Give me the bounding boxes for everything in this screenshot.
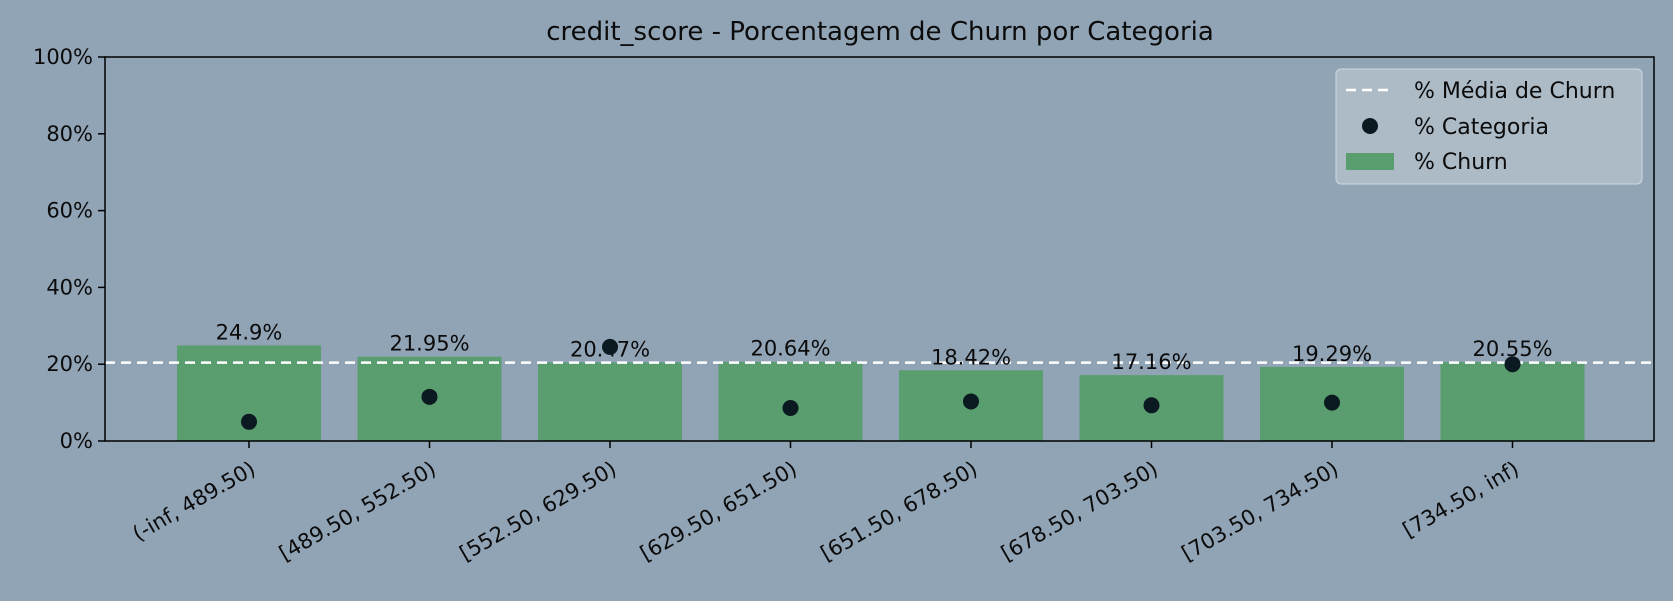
- y-tick-label: 100%: [33, 45, 93, 69]
- bar-value-label: 17.16%: [1111, 350, 1191, 374]
- category-point: [782, 399, 799, 416]
- legend: % Média de Churn % Categoria % Churn: [1335, 68, 1643, 185]
- x-tick-label: [552.50, 629.50): [455, 457, 620, 566]
- x-tick-label: [703.50, 734.50): [1177, 457, 1342, 566]
- category-point: [241, 413, 257, 430]
- y-tick-label: 40%: [46, 275, 93, 299]
- category-point: [1324, 394, 1340, 411]
- bar: [1440, 362, 1585, 441]
- bar-value-label: 20.64%: [750, 337, 830, 361]
- bar-value-label: 18.42%: [931, 345, 1011, 369]
- category-point: [602, 338, 618, 355]
- axes-frame: [104, 56, 1655, 442]
- y-tick-label: 0%: [60, 429, 93, 453]
- legend-swatch-category: [1362, 118, 1378, 134]
- category-point: [421, 388, 438, 405]
- legend-box: [1335, 68, 1643, 185]
- bar-value-label: 19.29%: [1292, 342, 1372, 366]
- legend-label: % Categoria: [1414, 115, 1549, 140]
- bar-value-label: 24.9%: [216, 320, 283, 344]
- y-tick-label: 60%: [46, 199, 93, 223]
- x-tick-label: [734.50, inf): [1399, 457, 1523, 543]
- x-tick-label: [651.50, 678.50): [816, 457, 981, 566]
- category-point: [1143, 397, 1160, 414]
- y-tick-label: 20%: [46, 352, 93, 376]
- bar: [538, 362, 682, 441]
- x-tick-label: [678.50, 703.50): [997, 457, 1162, 566]
- y-tick-label: 80%: [46, 122, 93, 146]
- legend-swatch-churn: [1346, 153, 1394, 170]
- legend-label: % Média de Churn: [1414, 79, 1615, 104]
- bar-value-label: 21.95%: [389, 332, 469, 356]
- category-point: [963, 393, 979, 410]
- x-tick-label: (-inf, 489.50): [129, 457, 260, 546]
- legend-label: % Churn: [1414, 150, 1508, 175]
- x-tick-label: [489.50, 552.50): [275, 457, 440, 566]
- x-tick-label: [629.50, 651.50): [636, 457, 801, 566]
- chart-title: credit_score - Porcentagem de Churn por …: [546, 17, 1214, 47]
- category-point: [1504, 356, 1521, 373]
